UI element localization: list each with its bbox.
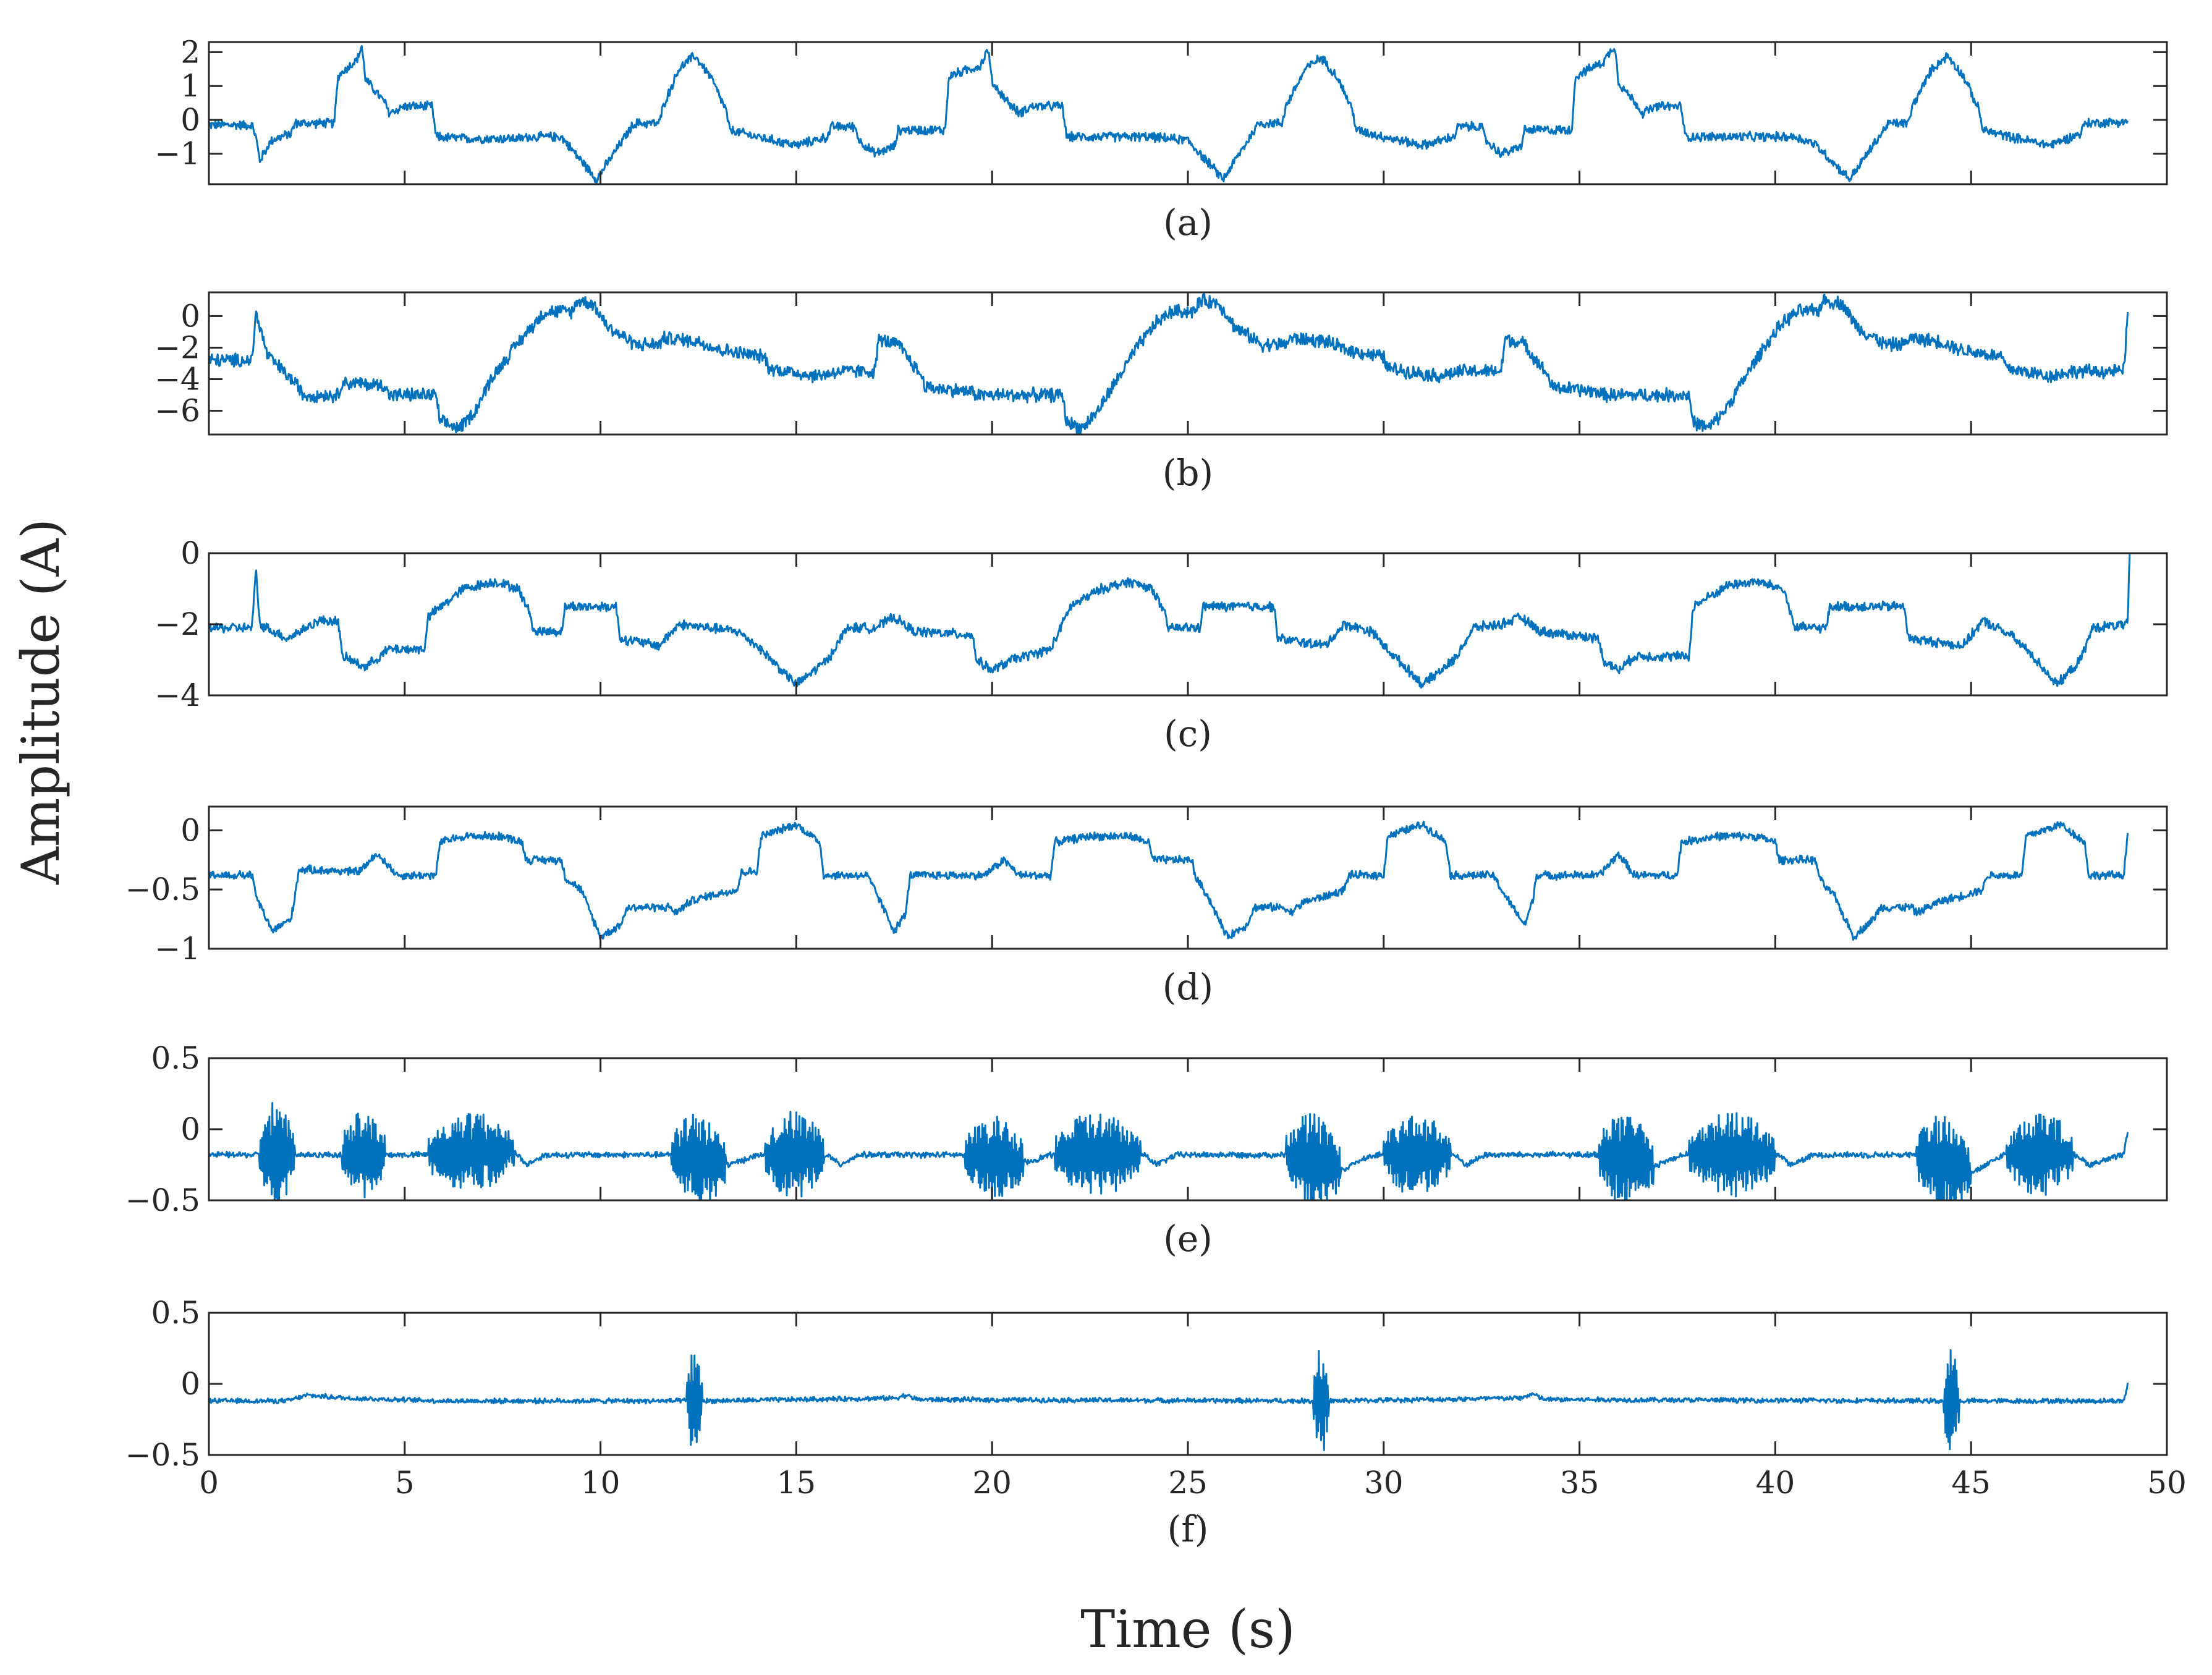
- panel-0: 210−1 (a): [155, 34, 2168, 244]
- panel-label-0: (a): [1163, 201, 1213, 244]
- y-tick-label-3-0: 0: [180, 812, 200, 848]
- x-tick-label-9: 45: [1951, 1465, 1991, 1501]
- panel-4: 0.5 0 −0.5 (e): [125, 1040, 2168, 1260]
- y-tick-label-2-1: −2: [155, 606, 200, 642]
- y-tick-label-0-3: −1: [155, 136, 200, 172]
- series-line-1: [209, 292, 2129, 435]
- x-axis-title: Time (s): [1080, 1599, 1295, 1660]
- panel-1: 0−2−4−6 (b): [155, 291, 2168, 494]
- x-tick-label-6: 30: [1364, 1465, 1404, 1501]
- y-tick-label-0-1: 1: [180, 68, 200, 104]
- y-tick-label-3-2: −1: [155, 931, 200, 967]
- panels-group: 210−1(a)0−2−4−6(b)0−2−4(c)0−0.5−1(d)0.50…: [125, 34, 2187, 1550]
- panel-2: 0 −2 −4 (c): [155, 535, 2168, 755]
- y-tick-label-1-0: 0: [180, 298, 200, 334]
- y-axis-title: Amplitude (A): [11, 519, 71, 885]
- panel-3: 0 −0.5 −1 (d): [125, 805, 2168, 1008]
- y-tick-label-5-0: 0.5: [151, 1295, 200, 1331]
- series-line-0: [209, 45, 2129, 184]
- y-tick-label-0-2: 0: [180, 102, 200, 138]
- y-tick-label-4-2: −0.5: [125, 1182, 200, 1218]
- panel-label-1: (b): [1163, 452, 1213, 494]
- series-line-5: [209, 1349, 2129, 1451]
- series-line-4: [209, 1102, 2129, 1200]
- panel-label-4: (e): [1163, 1218, 1213, 1260]
- y-tick-label-4-1: 0: [180, 1111, 200, 1147]
- y-tick-label-2-0: 0: [180, 535, 200, 571]
- x-tick-label-1: 5: [395, 1465, 415, 1501]
- y-tick-label-5-2: −0.5: [125, 1437, 200, 1473]
- x-tick-label-10: 50: [2147, 1465, 2187, 1501]
- series-line-3: [209, 820, 2129, 941]
- x-tick-label-2: 10: [581, 1465, 621, 1501]
- panel-5: 0.50−0.5(f)0 5 10 15 20 25 30 35 40 45 50: [125, 1295, 2187, 1550]
- plot-frame-0: [208, 41, 2168, 185]
- plot-frame-5: [208, 1312, 2168, 1456]
- y-tick-label-5-1: 0: [180, 1366, 200, 1402]
- x-tick-label-0: 0: [199, 1465, 219, 1501]
- panel-label-3: (d): [1163, 966, 1213, 1008]
- x-tick-label-3: 15: [777, 1465, 816, 1501]
- x-tick-label-4: 20: [972, 1465, 1012, 1501]
- y-tick-label-1-3: −6: [155, 393, 200, 429]
- x-tick-label-8: 40: [1756, 1465, 1795, 1501]
- series-line-2: [209, 554, 2131, 689]
- y-tick-label-0-0: 2: [180, 34, 200, 70]
- y-tick-label-1-2: −4: [155, 362, 200, 397]
- plot-frame-3: [208, 805, 2168, 950]
- y-tick-label-1-1: −2: [155, 329, 200, 365]
- panel-label-2: (c): [1164, 713, 1212, 755]
- panel-label-5: (f): [1167, 1508, 1209, 1550]
- plot-frame-4: [208, 1057, 2168, 1202]
- y-tick-label-4-0: 0.5: [151, 1040, 200, 1076]
- y-tick-label-3-1: −0.5: [125, 871, 200, 907]
- x-tick-label-7: 35: [1560, 1465, 1600, 1501]
- plot-frame-2: [208, 552, 2168, 697]
- x-tick-label-5: 25: [1168, 1465, 1208, 1501]
- y-tick-label-2-2: −4: [155, 677, 200, 713]
